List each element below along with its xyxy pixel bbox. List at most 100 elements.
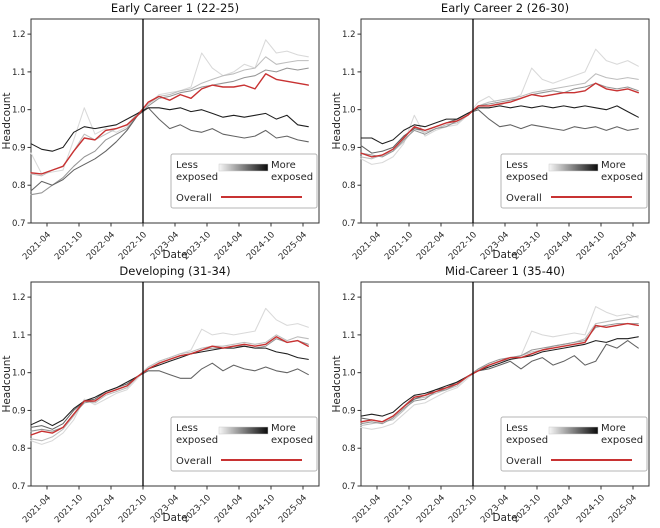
x-tick-label: 2024-10 bbox=[575, 493, 607, 525]
chart-title: Early Career 2 (26-30) bbox=[440, 1, 570, 15]
legend-more-label: exposed bbox=[271, 172, 313, 183]
y-tick-label: 1.2 bbox=[342, 30, 356, 40]
y-tick-label: 1.0 bbox=[12, 106, 26, 116]
series-quintile_3-line bbox=[360, 82, 639, 158]
x-tick-label: 2025-04 bbox=[607, 230, 639, 262]
legend-more-label: More bbox=[271, 160, 296, 171]
legend-more-label: exposed bbox=[601, 435, 643, 446]
x-tick-label: 2021-10 bbox=[53, 230, 85, 262]
legend-box bbox=[170, 416, 318, 472]
chart-developing: 0.7 0.8 0.9 1.0 1.1 1.2 Headcount 2021-04 2021-1… bbox=[1, 281, 320, 525]
y-tick-label: 0.9 bbox=[342, 406, 356, 416]
legend-exposure-gradient-bar bbox=[548, 163, 599, 172]
legend-exposure-gradient-bar bbox=[548, 426, 599, 435]
x-tick-label: 2022-10 bbox=[447, 230, 479, 262]
y-tick-label: 1.1 bbox=[12, 68, 26, 78]
chart-panel-early-career-2: Early Career 2 (26-30) 0.7 0.8 0.9 1.0 1.1 1.… bbox=[330, 1, 660, 264]
series-lines bbox=[360, 306, 639, 430]
series-overall-line bbox=[360, 322, 639, 423]
y-tick-label: 0.8 bbox=[12, 444, 26, 454]
y-axis-label: Headcount bbox=[1, 355, 13, 412]
legend-exposure-gradient-bar bbox=[218, 426, 269, 435]
legend-less-label: exposed bbox=[506, 435, 548, 446]
legend-overall-label: Overall bbox=[176, 456, 212, 467]
chart-early-career-1: 0.7 0.8 0.9 1.0 1.1 1.2 Headcount 2021-04 2021-1… bbox=[1, 18, 320, 262]
legend-less-label: Less bbox=[176, 160, 198, 171]
legend-exposure-gradient-bar bbox=[218, 163, 269, 172]
x-tick-label: 2022-04 bbox=[85, 230, 117, 262]
y-tick-label: 1.1 bbox=[342, 68, 356, 78]
x-tick-label: 2024-04 bbox=[213, 230, 245, 262]
x-tick-label: 2024-04 bbox=[213, 493, 245, 525]
series-quintile_4-line bbox=[30, 362, 309, 430]
x-tick-label: 2024-10 bbox=[245, 230, 277, 262]
y-tick-label: 1.2 bbox=[12, 293, 26, 303]
series-overall-line bbox=[360, 82, 639, 158]
y-tick-label: 0.9 bbox=[12, 406, 26, 416]
chart-mid-career-1: 0.7 0.8 0.9 1.0 1.1 1.2 Headcount 2021-04 2021-1… bbox=[331, 281, 650, 525]
x-tick-label: 2021-10 bbox=[53, 493, 85, 525]
y-axis: 0.7 0.8 0.9 1.0 1.1 1.2 bbox=[342, 293, 361, 492]
series-lines bbox=[30, 39, 309, 196]
y-tick-label: 1.0 bbox=[12, 369, 26, 379]
chart-early-career-2: 0.7 0.8 0.9 1.0 1.1 1.2 Headcount 2021-04 2021-1… bbox=[331, 18, 650, 262]
series-quintile_4-line bbox=[30, 107, 309, 192]
legend-less-label: exposed bbox=[506, 172, 548, 183]
x-tick-label: 2021-04 bbox=[21, 230, 53, 262]
legend-less-label: exposed bbox=[176, 435, 218, 446]
y-axis: 0.7 0.8 0.9 1.0 1.1 1.2 bbox=[12, 30, 31, 229]
series-most_exposed-line bbox=[360, 336, 639, 417]
legend-box bbox=[170, 153, 318, 209]
y-axis-label: Headcount bbox=[331, 92, 343, 149]
series-overall-line bbox=[30, 73, 309, 175]
y-tick-label: 1.2 bbox=[342, 293, 356, 303]
legend-more-label: More bbox=[601, 160, 626, 171]
x-tick-label: 2024-04 bbox=[543, 230, 575, 262]
legend-more-label: More bbox=[271, 423, 296, 434]
legend-less-label: Less bbox=[506, 423, 528, 434]
x-tick-label: 2021-10 bbox=[383, 230, 415, 262]
y-tick-label: 0.7 bbox=[12, 219, 26, 229]
legend-overall-label: Overall bbox=[506, 456, 542, 467]
x-tick-label: 2022-10 bbox=[447, 493, 479, 525]
series-most_exposed-line bbox=[30, 107, 309, 152]
y-tick-label: 0.7 bbox=[342, 482, 356, 492]
legend-less-label: Less bbox=[176, 423, 198, 434]
x-tick-label: 2021-04 bbox=[351, 493, 383, 525]
x-tick-label: 2022-10 bbox=[117, 493, 149, 525]
legend-more-label: exposed bbox=[601, 172, 643, 183]
x-tick-label: 2024-10 bbox=[575, 230, 607, 262]
series-lines bbox=[360, 48, 639, 165]
y-axis: 0.7 0.8 0.9 1.0 1.1 1.2 bbox=[342, 30, 361, 229]
x-tick-label: 2022-10 bbox=[117, 230, 149, 262]
series-most_exposed-line bbox=[30, 345, 309, 427]
legend-more-label: exposed bbox=[271, 435, 313, 446]
y-axis: 0.7 0.8 0.9 1.0 1.1 1.2 bbox=[12, 293, 31, 492]
x-tick-label: 2025-04 bbox=[277, 230, 309, 262]
y-tick-label: 1.0 bbox=[342, 106, 356, 116]
x-tick-label: 2021-04 bbox=[351, 230, 383, 262]
x-axis-label: Date bbox=[162, 512, 187, 524]
series-quintile_3-line bbox=[30, 67, 309, 196]
y-tick-label: 0.7 bbox=[342, 219, 356, 229]
series-quintile_2-line bbox=[30, 56, 309, 177]
x-tick-label: 2022-04 bbox=[415, 493, 447, 525]
y-tick-label: 0.8 bbox=[342, 444, 356, 454]
y-tick-label: 1.1 bbox=[12, 331, 26, 341]
x-tick-label: 2021-10 bbox=[383, 493, 415, 525]
legend-box bbox=[500, 153, 648, 209]
y-tick-label: 0.8 bbox=[12, 181, 26, 191]
legend-more-label: More bbox=[601, 423, 626, 434]
chart-title: Early Career 1 (22-25) bbox=[110, 1, 240, 15]
chart-panel-mid-career-1: Mid-Career 1 (35-40) 0.7 0.8 0.9 1.0 1.1 1.2 H… bbox=[330, 264, 660, 527]
legend-less-label: Less bbox=[506, 160, 528, 171]
x-tick-label: 2025-04 bbox=[277, 493, 309, 525]
x-tick-label: 2024-04 bbox=[543, 493, 575, 525]
legend-overall-label: Overall bbox=[176, 193, 212, 204]
x-tick-label: 2024-10 bbox=[245, 493, 277, 525]
